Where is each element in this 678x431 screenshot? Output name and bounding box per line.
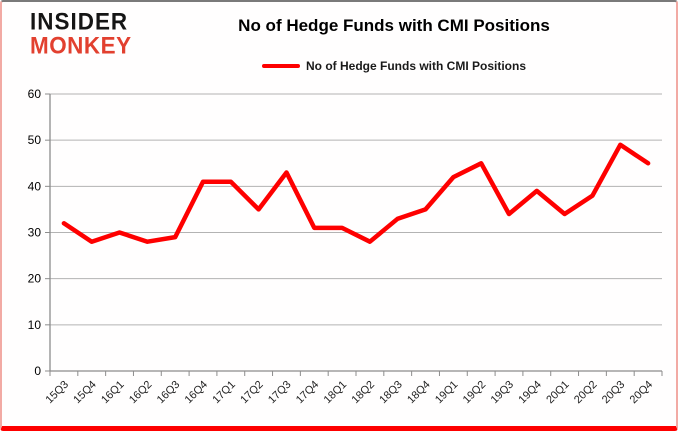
x-category-label: 19Q1 bbox=[433, 379, 461, 407]
x-category-label: 19Q3 bbox=[489, 379, 517, 407]
legend-label: No of Hedge Funds with CMI Positions bbox=[306, 59, 526, 73]
x-category-label: 20Q3 bbox=[600, 379, 628, 407]
legend-line-swatch bbox=[262, 64, 300, 68]
x-category-label: 19Q4 bbox=[516, 379, 544, 407]
x-category-label: 18Q1 bbox=[322, 379, 350, 407]
x-category-label: 16Q1 bbox=[99, 379, 127, 407]
x-category-label: 16Q3 bbox=[155, 379, 183, 407]
y-tick-label: 50 bbox=[28, 133, 42, 147]
x-category-label: 16Q4 bbox=[183, 379, 211, 407]
chart-legend: No of Hedge Funds with CMI Positions bbox=[152, 59, 636, 73]
x-category-label: 17Q4 bbox=[294, 379, 322, 407]
x-category-label: 18Q3 bbox=[377, 379, 405, 407]
chart-title: No of Hedge Funds with CMI Positions bbox=[238, 16, 550, 35]
y-tick-label: 20 bbox=[28, 272, 42, 286]
x-category-label: 18Q4 bbox=[405, 379, 433, 407]
x-category-label: 20Q2 bbox=[572, 379, 600, 407]
x-category-label: 18Q2 bbox=[350, 379, 378, 407]
x-category-label: 17Q1 bbox=[210, 379, 238, 407]
x-category-label: 17Q2 bbox=[238, 379, 266, 407]
x-category-label: 19Q2 bbox=[461, 379, 489, 407]
y-tick-label: 30 bbox=[28, 226, 42, 240]
x-category-label: 16Q2 bbox=[127, 379, 155, 407]
logo-monkey-text: MONKEY bbox=[30, 31, 132, 59]
x-category-label: 20Q1 bbox=[544, 379, 572, 407]
logo-insider-text: INSIDER bbox=[30, 7, 129, 35]
y-tick-label: 40 bbox=[28, 179, 42, 193]
y-tick-label: 10 bbox=[28, 318, 42, 332]
x-category-label: 20Q4 bbox=[628, 379, 656, 407]
x-category-label: 17Q3 bbox=[266, 379, 294, 407]
y-tick-label: 60 bbox=[28, 87, 42, 101]
insider-monkey-logo: INSIDER MONKEY bbox=[30, 7, 132, 59]
y-tick-label: 0 bbox=[34, 364, 41, 378]
x-category-label: 15Q3 bbox=[44, 379, 72, 407]
x-category-label: 15Q4 bbox=[71, 379, 99, 407]
series-line bbox=[61, 142, 651, 244]
